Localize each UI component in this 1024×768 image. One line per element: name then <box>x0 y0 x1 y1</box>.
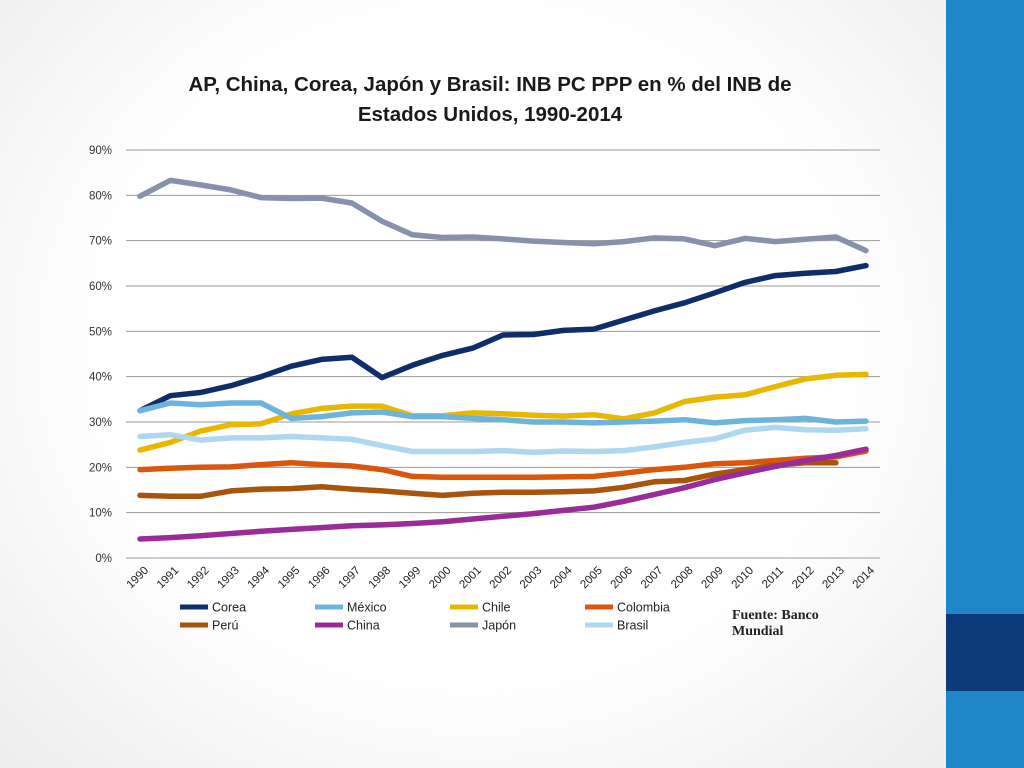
x-tick-label: 1994 <box>246 564 273 591</box>
x-tick-label: 2011 <box>760 565 786 591</box>
chart-gridlines <box>126 149 880 559</box>
series-line-méxico <box>137 400 869 426</box>
chart-title-line-1: AP, China, Corea, Japón y Brasil: INB PC… <box>188 73 792 96</box>
y-tick-label: 80% <box>89 190 112 202</box>
chart-title: AP, China, Corea, Japón y Brasil: INB PC… <box>90 70 890 130</box>
x-tick-label: 2001 <box>457 565 484 592</box>
y-tick-label: 60% <box>89 281 112 293</box>
chart-title-line-2: Estados Unidos, 1990-2014 <box>357 103 623 126</box>
chart-series-lines <box>137 177 869 542</box>
series-line-corea <box>137 262 869 414</box>
x-tick-label: 1990 <box>125 565 152 592</box>
series-line-brasil <box>137 424 869 456</box>
x-tick-label: 2013 <box>820 565 847 592</box>
legend-label: China <box>347 619 380 633</box>
x-tick-label: 2002 <box>488 565 515 592</box>
x-tick-label: 1998 <box>367 565 394 592</box>
source-note: Fuente: Banco Mundial <box>732 608 819 639</box>
x-tick-label: 1995 <box>276 565 303 592</box>
x-tick-label: 2008 <box>669 565 696 592</box>
x-tick-label: 1997 <box>336 565 363 592</box>
series-line-japón <box>137 177 869 254</box>
y-tick-label: 20% <box>89 462 112 474</box>
series-line-chile <box>137 371 869 453</box>
x-axis-ticks: 1990 1991 1992 1993 1994 1995 1996 1997 1998 1999… <box>125 564 878 591</box>
y-axis-ticks: 0% 10% 20% 30% 40% 50% 60% 70% 80% 90% <box>89 145 112 565</box>
legend-label: Brasil <box>617 619 648 633</box>
y-tick-label: 50% <box>89 326 112 338</box>
legend-label: Corea <box>212 601 246 615</box>
series-line-china <box>137 446 869 542</box>
y-tick-label: 0% <box>95 553 112 565</box>
legend-label: México <box>347 601 387 615</box>
legend-label: Perú <box>212 619 238 633</box>
y-tick-label: 10% <box>89 508 112 520</box>
legend-label: Japón <box>482 619 516 633</box>
x-tick-label: 2014 <box>851 564 878 591</box>
legend-label: Chile <box>482 601 511 615</box>
x-tick-label: 2003 <box>518 565 545 592</box>
side-accent-block <box>946 614 1024 691</box>
x-tick-label: 2007 <box>639 565 666 592</box>
chart-legend: Corea México Chile Colombia Perú China Japón Br… <box>180 601 670 633</box>
x-tick-label: 2006 <box>609 565 636 592</box>
x-tick-label: 1991 <box>155 565 182 592</box>
y-tick-label: 30% <box>89 417 112 429</box>
x-tick-label: 1992 <box>185 565 212 592</box>
x-tick-label: 1996 <box>306 565 333 592</box>
line-chart: 0%10%20%30%40%50%60%70%80%90% 1990 1991 19… <box>89 145 880 633</box>
x-tick-label: 1993 <box>215 565 242 592</box>
x-tick-label: 1999 <box>397 565 424 592</box>
x-tick-label: 2000 <box>427 565 454 592</box>
y-tick-label: 90% <box>89 145 112 157</box>
x-tick-label: 2012 <box>790 565 817 592</box>
x-tick-label: 2010 <box>730 565 757 592</box>
series-line-colombia <box>137 448 869 481</box>
legend-label: Colombia <box>617 601 670 615</box>
y-tick-label: 40% <box>89 372 112 384</box>
x-tick-label: 2009 <box>699 565 726 592</box>
series-line-perú <box>137 460 839 500</box>
x-tick-label: 2004 <box>548 564 575 591</box>
y-tick-label: 70% <box>89 236 112 248</box>
x-tick-label: 2005 <box>578 565 605 592</box>
